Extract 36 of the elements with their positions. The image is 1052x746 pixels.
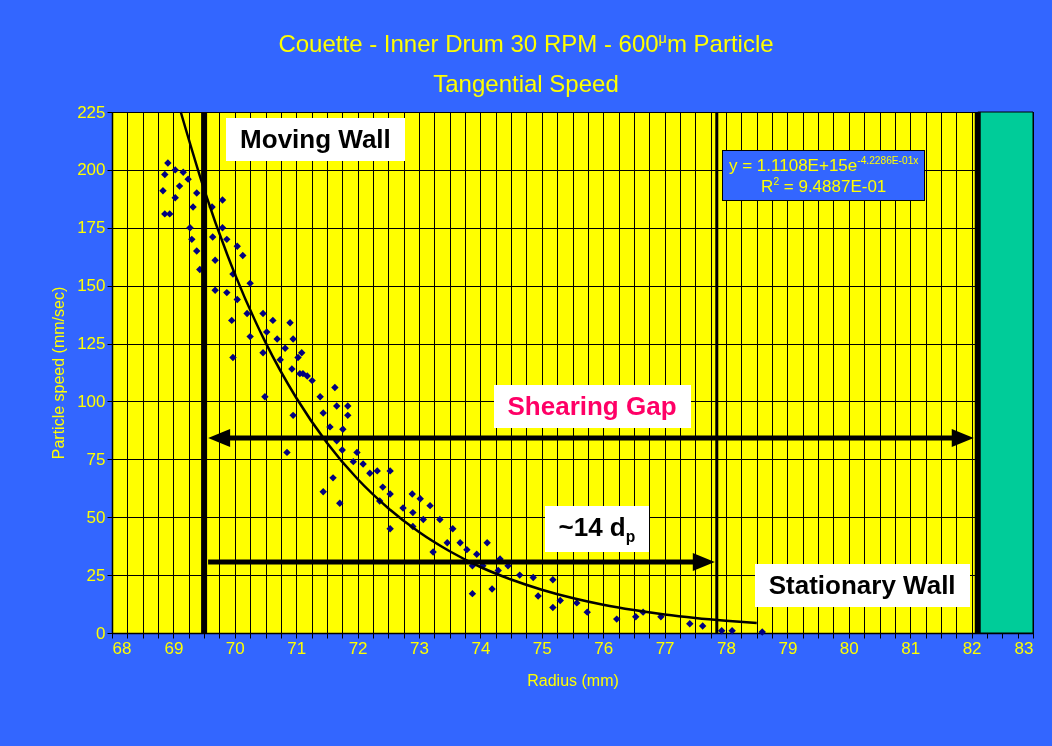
annotation: R$^{2}$ = 9.4887E-01 xyxy=(760,175,888,197)
y-tick-label: 200 xyxy=(77,160,106,180)
y-tick-label: 100 xyxy=(77,391,106,411)
x-tick-label: 78 xyxy=(717,638,736,658)
y-tick-label: 150 xyxy=(77,276,106,296)
x-tick-label: 76 xyxy=(594,638,614,658)
annotation: y = 1.1108E+15e$^{-4.2286E-01x}$ xyxy=(729,155,919,176)
y-tick-label: 0 xyxy=(96,623,106,643)
x-tick-label: 71 xyxy=(287,638,307,658)
y-tick-label: 25 xyxy=(86,565,106,585)
y-tick-label: 175 xyxy=(77,218,106,238)
x-tick-label: 79 xyxy=(778,638,798,658)
ref-line-label: Stationary Wall xyxy=(754,564,970,607)
y-tick-label: 125 xyxy=(77,334,106,354)
y-axis-title: Particle speed (mm/sec) xyxy=(50,286,68,460)
x-tick-label: 74 xyxy=(471,638,491,658)
annotation: Shearing Gap xyxy=(493,385,691,428)
x-axis-title: Radius (mm) xyxy=(527,671,619,689)
x-tick-label: 77 xyxy=(655,638,675,658)
x-tick-label: 69 xyxy=(164,638,184,658)
ref-line-label: Moving Wall xyxy=(226,118,405,161)
x-tick-label: 83 xyxy=(1014,638,1034,658)
chart-subtitle: Tangential Speed xyxy=(432,70,620,98)
x-tick-label: 75 xyxy=(532,638,552,658)
x-tick-label: 72 xyxy=(348,638,368,658)
y-tick-label: 75 xyxy=(86,449,106,469)
chart-title: Couette - Inner Drum 30 RPM - 600$^{μ}$m Particle xyxy=(277,30,775,58)
y-tick-label: 50 xyxy=(86,507,106,527)
x-tick-label: 80 xyxy=(839,638,859,658)
x-tick-label: 82 xyxy=(962,638,982,658)
x-tick-label: 81 xyxy=(901,638,921,658)
annotation: ~14 d$_{p}$ xyxy=(544,506,650,553)
x-tick-label: 73 xyxy=(410,638,429,658)
x-tick-label: 68 xyxy=(112,638,132,658)
x-tick-label: 70 xyxy=(225,638,245,658)
y-tick-label: 225 xyxy=(77,102,106,122)
